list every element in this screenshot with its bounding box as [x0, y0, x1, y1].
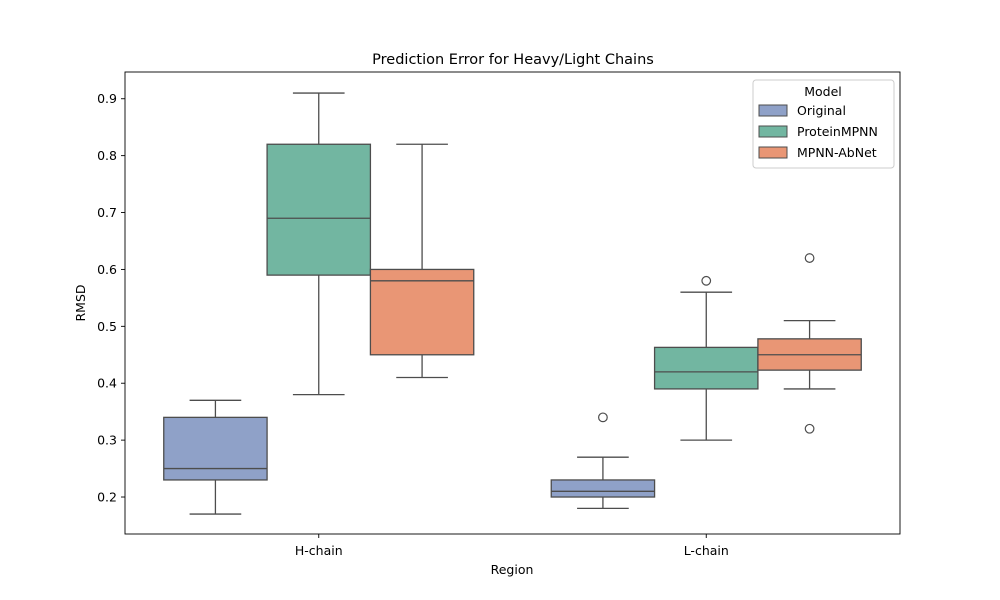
- iqr-box: [266, 143, 372, 276]
- outlier-point: [804, 423, 815, 434]
- legend-label: Original: [797, 103, 846, 118]
- x-axis-label: Region: [491, 562, 534, 577]
- outlier-point: [701, 275, 712, 286]
- box-mpnn-abnet-h-chain: [369, 143, 475, 379]
- y-tick-label: 0.6: [97, 262, 117, 277]
- iqr-box: [653, 346, 759, 390]
- box-proteinmpnn-h-chain: [266, 92, 372, 396]
- y-tick-label: 0.9: [97, 91, 117, 106]
- legend-swatch: [758, 125, 788, 138]
- y-tick-label: 0.5: [97, 319, 117, 334]
- box-mpnn-abnet-l-chain: [757, 253, 862, 434]
- legend: Model Original ProteinMPNN MPNN-AbNet: [752, 79, 895, 169]
- outlier-point: [598, 412, 608, 423]
- x-tick-label: H-chain: [295, 543, 343, 558]
- outlier-point: [804, 253, 815, 263]
- iqr-box: [369, 268, 475, 356]
- chart-title: Prediction Error for Heavy/Light Chains: [372, 52, 654, 68]
- box-proteinmpnn-l-chain: [653, 275, 759, 441]
- y-tick-label: 0.7: [97, 205, 117, 220]
- box-original-h-chain: [163, 399, 268, 515]
- y-tick-label: 0.2: [97, 490, 117, 505]
- y-tick-label: 0.4: [97, 376, 117, 391]
- y-axis-label: RMSD: [73, 284, 88, 321]
- y-tick-label: 0.3: [97, 433, 117, 448]
- legend-swatch: [758, 146, 788, 159]
- legend-frame: [752, 79, 895, 169]
- x-tick-label: L-chain: [684, 543, 729, 558]
- legend-label: ProteinMPNN: [797, 124, 878, 139]
- iqr-box: [163, 416, 268, 481]
- legend-swatch: [758, 104, 788, 117]
- legend-title: Model: [804, 84, 842, 99]
- box-original-l-chain: [550, 412, 656, 510]
- plot-area: [163, 92, 862, 515]
- iqr-box: [550, 479, 656, 498]
- axes-frame: [124, 71, 901, 535]
- legend-label: MPNN-AbNet: [797, 145, 877, 160]
- y-tick-label: 0.8: [97, 148, 117, 163]
